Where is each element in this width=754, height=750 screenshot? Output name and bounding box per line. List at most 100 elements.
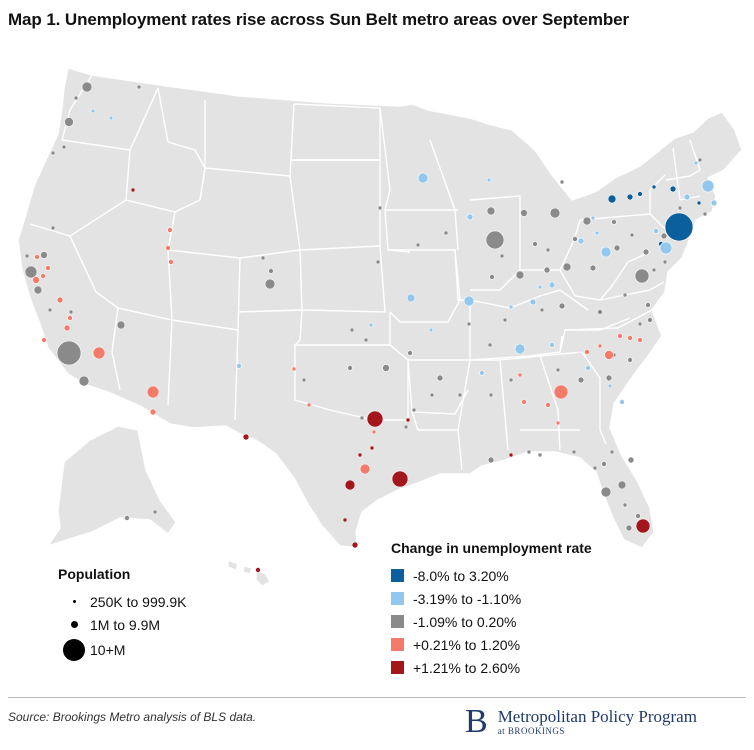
metro-circle [635, 518, 651, 534]
metro-circle [526, 449, 532, 455]
change-legend-label: +1.21% to 2.60% [413, 659, 521, 676]
metro-circle [485, 230, 505, 250]
metro-circle [605, 374, 613, 382]
swatch-dark-blue [391, 569, 404, 582]
metro-circle [635, 513, 641, 519]
metro-circle [357, 452, 363, 458]
metro-circle [622, 292, 628, 298]
metro-circle [594, 230, 600, 236]
change-legend-item: -3.19% to -1.10% [391, 587, 592, 610]
metro-circle [625, 524, 633, 532]
metro-circle [375, 259, 381, 265]
metro-circle [73, 95, 79, 101]
metro-circle [90, 108, 96, 114]
metro-circle [268, 268, 274, 274]
metro-circle [489, 274, 495, 280]
metro-circle [683, 193, 691, 201]
metro-circle [407, 350, 413, 356]
metro-circle [555, 420, 561, 426]
program-name: Metropolitan Policy Program [497, 707, 697, 726]
large-dot-icon [58, 639, 90, 661]
metro-circle [710, 199, 718, 207]
metro-circle [521, 399, 527, 405]
metro-circle [405, 417, 411, 423]
metro-circle [136, 84, 142, 90]
source-note: Source: Brookings Metro analysis of BLS … [8, 710, 257, 724]
metro-circle [539, 307, 545, 313]
metro-circle [369, 445, 375, 451]
metro-circle [486, 177, 492, 183]
metro-circle [81, 81, 93, 93]
metro-circle [664, 212, 694, 242]
metro-circle [347, 365, 353, 371]
change-legend-item: -1.09% to 0.20% [391, 610, 592, 633]
swatch-light-blue [391, 592, 404, 605]
metro-circle [584, 349, 590, 355]
metro-circle [124, 515, 130, 521]
metro-circle [571, 449, 577, 455]
metro-circle [642, 248, 650, 256]
metro-circle [562, 262, 572, 272]
metro-circle [152, 509, 158, 515]
metro-circle [436, 374, 444, 382]
metro-circle [597, 309, 603, 315]
metro-circle [585, 365, 591, 371]
metro-circle [613, 244, 621, 252]
metro-circle [647, 317, 653, 323]
metro-circle [558, 302, 566, 310]
metro-circle [301, 377, 307, 383]
brookings-b-logo-icon: B [465, 703, 488, 740]
metro-circle [92, 346, 106, 360]
footer-divider [8, 697, 746, 698]
metro-circle [50, 150, 56, 156]
metro-circle [514, 343, 526, 355]
metro-circle [403, 424, 409, 430]
metro-circle [255, 567, 261, 573]
metro-circle [68, 309, 74, 315]
metro-circle [61, 144, 67, 150]
metro-circle [429, 392, 435, 398]
metro-circle [629, 232, 635, 238]
metro-circle [377, 205, 383, 211]
metro-circle [577, 237, 585, 245]
swatch-dark-red [391, 661, 404, 674]
metro-circle [64, 117, 74, 127]
metro-circle [40, 251, 48, 259]
metro-circle [415, 242, 421, 248]
metro-circle [406, 293, 416, 303]
population-legend-label: 10+M [90, 642, 126, 658]
population-legend-item: 250K to 999.9K [58, 590, 187, 613]
population-legend-item: 10+M [58, 636, 187, 664]
metro-circle [545, 247, 551, 253]
change-legend-label: +0.21% to 1.20% [413, 636, 521, 653]
metro-circle [559, 179, 565, 185]
metro-circle [457, 392, 463, 398]
change-legend-item: +0.21% to 1.20% [391, 633, 592, 656]
metro-circle [677, 205, 683, 211]
metro-circle [693, 160, 699, 166]
metro-circle [34, 254, 40, 260]
metro-circle [342, 517, 348, 523]
metro-circle [601, 461, 607, 467]
alaska-shape [47, 425, 177, 547]
metro-circle [50, 225, 56, 231]
metro-circle [502, 317, 508, 323]
metro-circle [40, 273, 46, 279]
metro-circle [537, 452, 543, 458]
metro-circle [47, 307, 53, 313]
metro-circle [572, 236, 578, 242]
metro-circle [529, 298, 537, 306]
metro-circle [508, 304, 514, 310]
metro-circle [626, 193, 634, 201]
metro-circle [242, 433, 250, 441]
metro-circle [344, 479, 356, 491]
metro-circle [116, 320, 126, 330]
metro-circle [549, 207, 561, 219]
metro-circle [479, 370, 485, 376]
metro-circle [24, 253, 30, 259]
metro-circle [515, 270, 525, 280]
metro-circle [391, 470, 409, 488]
metro-circle [592, 465, 598, 471]
metro-circle [168, 259, 174, 265]
us-metro-map [17, 67, 743, 587]
